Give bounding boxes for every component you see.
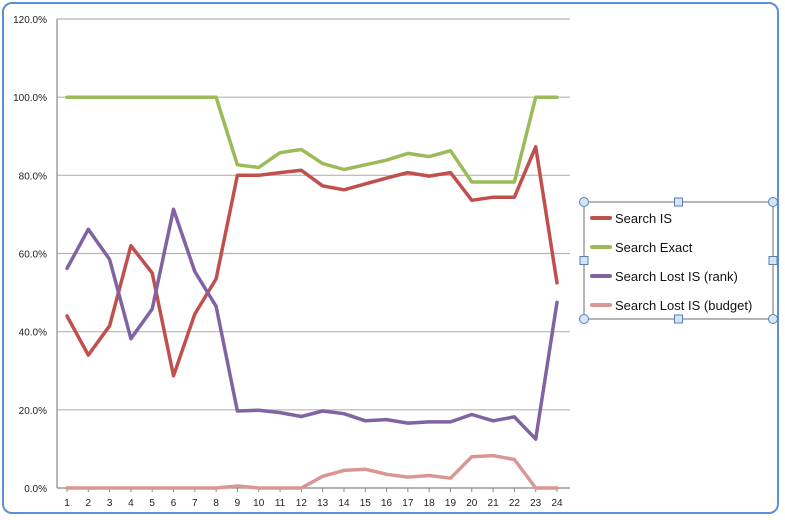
x-axis-ticks: 1 2 3 4 5 6 7 8 9 10 11 12 13 14 15 16 17 18 19 20 21 22 23 24 [64, 488, 563, 509]
legend-label: Search Exact [615, 240, 693, 255]
x-tick-label: 17 [402, 498, 414, 509]
legend-resize-handle[interactable] [768, 256, 778, 265]
x-tick-label: 7 [192, 498, 198, 509]
y-tick-label: 20.0% [19, 406, 47, 417]
legend: Search IS Search Exact Search Lost IS (ran… [579, 197, 778, 324]
series-line-search-is [65, 145, 559, 378]
x-tick-label: 5 [149, 498, 155, 509]
legend-resize-handle[interactable] [579, 314, 589, 324]
legend-resize-handle[interactable] [674, 197, 683, 207]
y-tick-label: 40.0% [19, 328, 47, 339]
legend-box[interactable] [583, 201, 774, 320]
series-line-search-exact [65, 95, 559, 184]
legend-resize-handle[interactable] [674, 314, 683, 324]
x-tick-label: 9 [235, 498, 241, 509]
x-tick-label: 23 [530, 498, 542, 509]
legend-label: Search Lost IS (rank) [615, 269, 738, 284]
x-tick-label: 10 [253, 498, 265, 509]
x-tick-label: 12 [296, 498, 308, 509]
legend-resize-handle[interactable] [579, 197, 589, 207]
legend-resize-handle[interactable] [768, 314, 778, 324]
legend-resize-handle[interactable] [579, 256, 589, 265]
x-tick-label: 13 [317, 498, 329, 509]
x-tick-label: 11 [275, 498, 286, 509]
x-tick-label: 4 [128, 498, 134, 509]
x-tick-label: 6 [171, 498, 177, 509]
y-tick-label: 120.0% [13, 15, 47, 26]
legend-label: Search IS [615, 211, 672, 226]
y-tick-label: 0.0% [24, 484, 47, 495]
x-tick-label: 15 [360, 498, 372, 509]
y-axis-ticks: 0.0% 20.0% 40.0% 60.0% 80.0% 100.0% 120.0% [13, 15, 47, 495]
x-tick-label: 19 [445, 498, 457, 509]
y-tick-label: 80.0% [19, 171, 47, 182]
x-tick-label: 24 [551, 498, 563, 509]
x-tick-label: 14 [338, 498, 350, 509]
x-tick-label: 18 [424, 498, 436, 509]
x-tick-label: 16 [381, 498, 393, 509]
gridlines [56, 18, 570, 489]
x-tick-label: 1 [64, 498, 70, 509]
x-tick-label: 2 [86, 498, 92, 509]
x-tick-label: 8 [213, 498, 219, 509]
x-tick-label: 20 [466, 498, 478, 509]
series-line-search-lost-is-rank [65, 207, 559, 441]
legend-label: Search Lost IS (budget) [615, 298, 752, 313]
series-lines [65, 95, 559, 490]
x-tick-label: 21 [488, 498, 500, 509]
series-line-search-lost-is-budget [65, 453, 559, 490]
legend-resize-handle[interactable] [768, 197, 778, 207]
y-tick-label: 60.0% [19, 250, 47, 261]
x-tick-label: 3 [107, 498, 113, 509]
y-tick-label: 100.0% [13, 93, 47, 104]
x-tick-label: 22 [509, 498, 521, 509]
